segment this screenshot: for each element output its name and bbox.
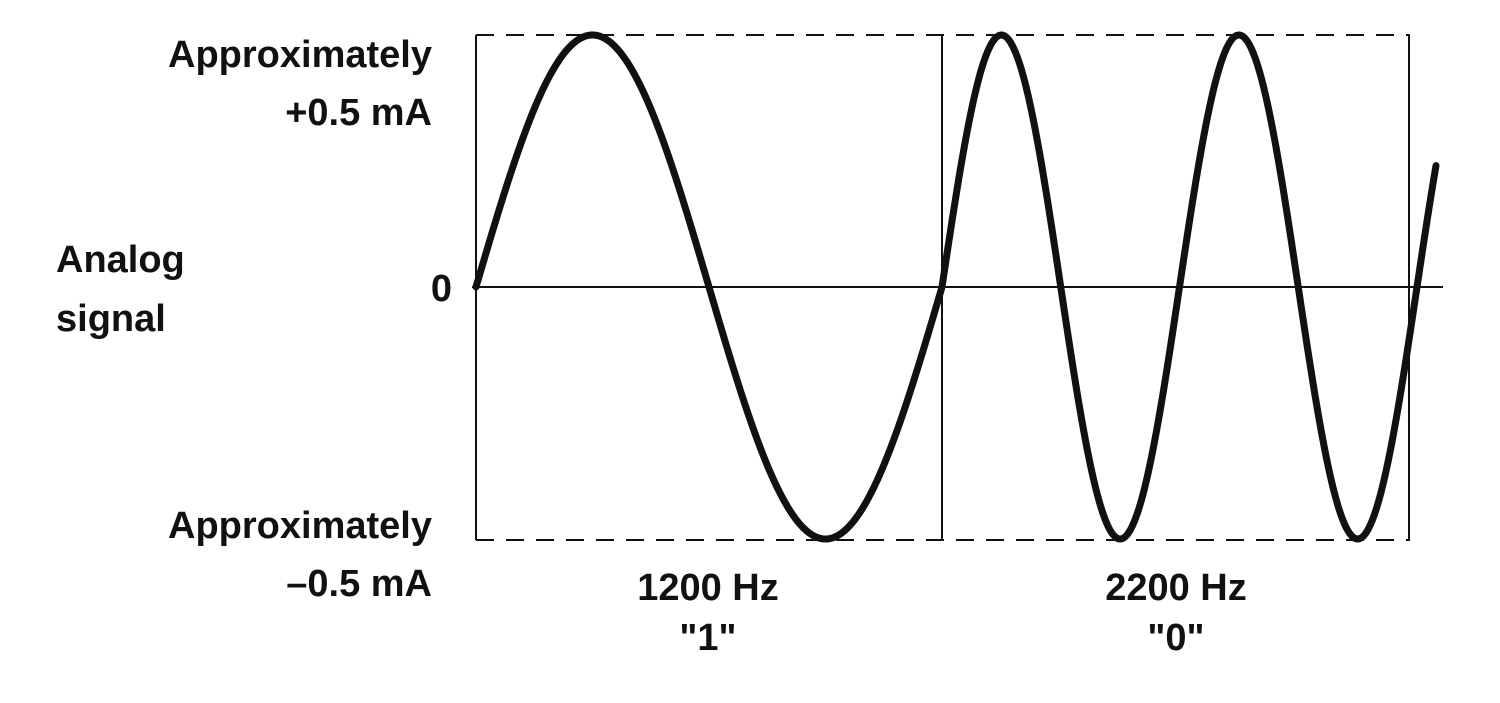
waveform-1200hz bbox=[472, 31, 946, 543]
side-label-line2: signal bbox=[56, 298, 166, 340]
side-label-line1: Analog bbox=[56, 239, 185, 281]
top-label-line2: +0.5 mA bbox=[285, 92, 432, 134]
freq-1200-label: 1200 Hz bbox=[637, 567, 779, 609]
bit-0-label: "0" bbox=[1147, 617, 1204, 659]
waveform-2200hz bbox=[938, 31, 1440, 543]
top-label-line1: Approximately bbox=[168, 34, 432, 76]
bottom-label-line2: –0.5 mA bbox=[286, 563, 432, 605]
zero-label: 0 bbox=[431, 268, 452, 310]
freq-2200-label: 2200 Hz bbox=[1105, 567, 1247, 609]
bottom-label-line1: Approximately bbox=[168, 505, 432, 547]
bit-1-label: "1" bbox=[679, 617, 736, 659]
